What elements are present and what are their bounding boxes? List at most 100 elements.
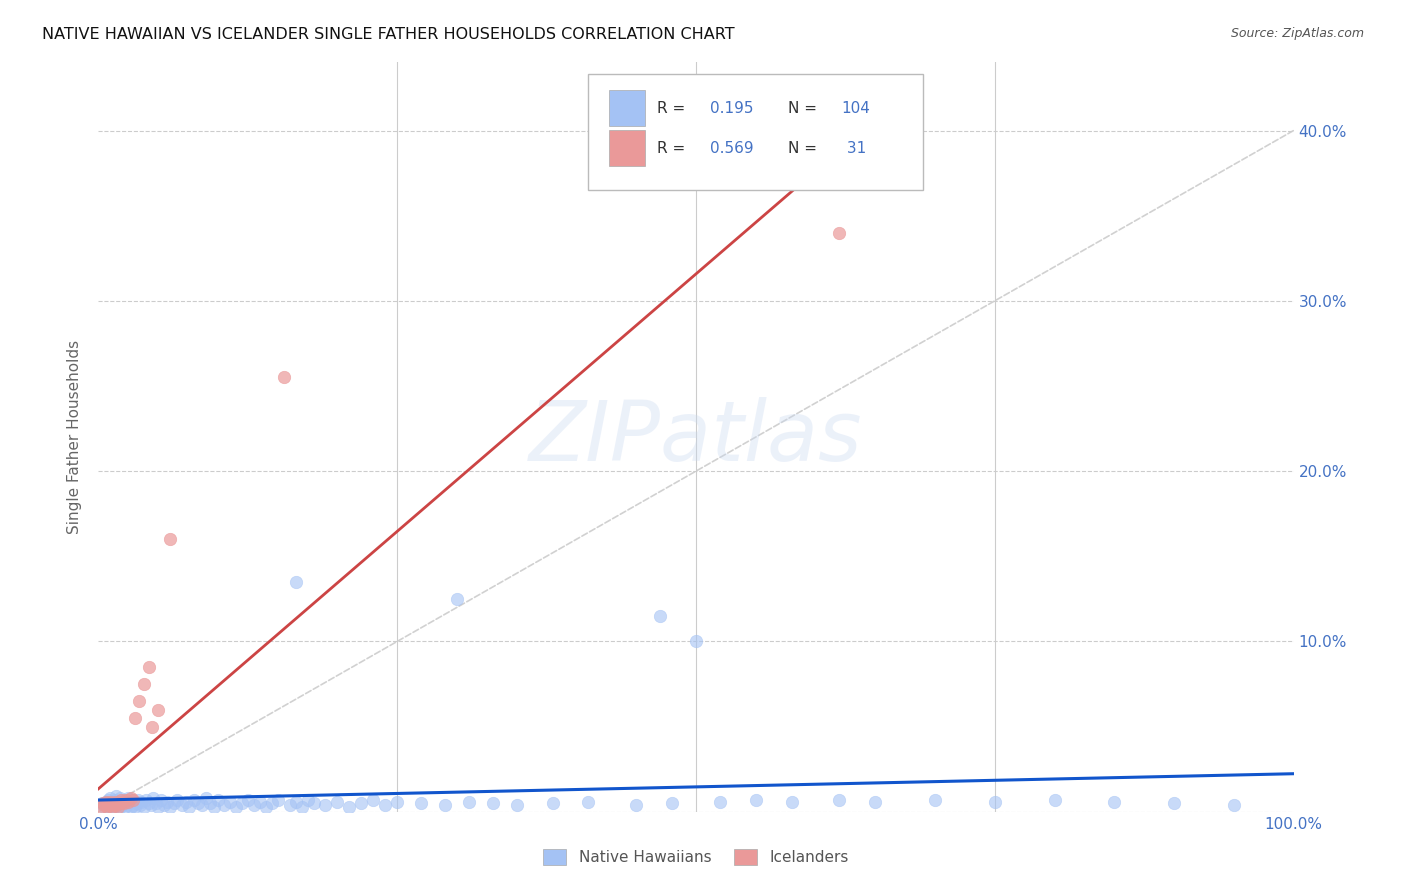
Point [207,793,229,807]
FancyBboxPatch shape [609,130,644,166]
Point [284,574,307,589]
Text: ZIPatlas: ZIPatlas [529,397,863,477]
Point [243,797,266,812]
Point [108,799,131,814]
Text: N =: N = [787,102,823,116]
Point [260,796,283,810]
Point [98,795,122,809]
Point [115,793,138,807]
Point [159,799,181,814]
Point [202,799,225,814]
Point [541,796,564,810]
Point [374,797,396,812]
Point [163,796,186,810]
Point [104,795,127,809]
Legend: Native Hawaiians, Icelanders: Native Hawaiians, Icelanders [537,843,855,871]
Point [122,793,145,807]
Point [100,797,122,812]
Point [828,226,851,240]
Point [149,793,172,807]
Point [236,793,259,807]
Point [648,608,672,623]
Point [118,796,141,810]
Point [273,370,295,384]
Point [121,793,143,807]
Text: R =: R = [657,102,690,116]
Point [191,797,214,812]
Point [108,796,131,810]
Point [107,797,129,812]
Point [924,793,946,807]
Point [350,796,373,810]
Point [984,795,1007,809]
Point [105,789,128,804]
Point [112,796,135,810]
Point [131,795,153,809]
Point [115,797,138,812]
Point [148,799,170,814]
Point [132,677,155,691]
Point [148,702,170,716]
Point [103,799,125,814]
Point [291,799,314,814]
Point [138,796,160,810]
Point [104,793,127,807]
Point [145,796,167,810]
Point [745,793,768,807]
Point [124,795,146,809]
Point [481,796,505,810]
Point [219,795,242,809]
Point [1043,793,1066,807]
Text: R =: R = [657,141,690,156]
Point [112,793,135,807]
Point [132,799,155,814]
Point [626,797,648,812]
Point [110,796,132,810]
Point [446,591,468,606]
Point [98,799,121,814]
Point [115,795,138,809]
Point [107,799,129,814]
Point [195,791,218,805]
Point [90,799,112,814]
Point [105,797,128,812]
Point [297,793,319,807]
Point [434,797,457,812]
Point [117,791,139,805]
Point [111,797,134,812]
Point [129,797,152,812]
Point [98,796,122,810]
Point [93,797,115,812]
Text: N =: N = [787,141,823,156]
Point [114,799,136,814]
Point [278,797,301,812]
Point [139,797,162,812]
Point [120,791,142,805]
Point [458,795,481,809]
Point [127,793,149,807]
Point [135,793,157,807]
Y-axis label: Single Father Households: Single Father Households [67,340,83,534]
Point [98,797,121,812]
Point [865,795,887,809]
Point [174,795,197,809]
Point [1163,796,1185,810]
Point [108,791,131,805]
Point [363,793,385,807]
Point [339,799,361,814]
Point [780,795,803,809]
Point [91,796,114,810]
Point [578,795,600,809]
Point [225,799,247,814]
Point [685,634,707,648]
Point [124,711,146,725]
FancyBboxPatch shape [609,90,644,126]
Point [212,797,235,812]
Point [124,799,146,814]
Point [101,796,124,810]
Point [155,795,177,809]
Point [254,799,277,814]
Point [302,796,325,810]
Text: 0.569: 0.569 [710,141,754,156]
Point [315,797,337,812]
